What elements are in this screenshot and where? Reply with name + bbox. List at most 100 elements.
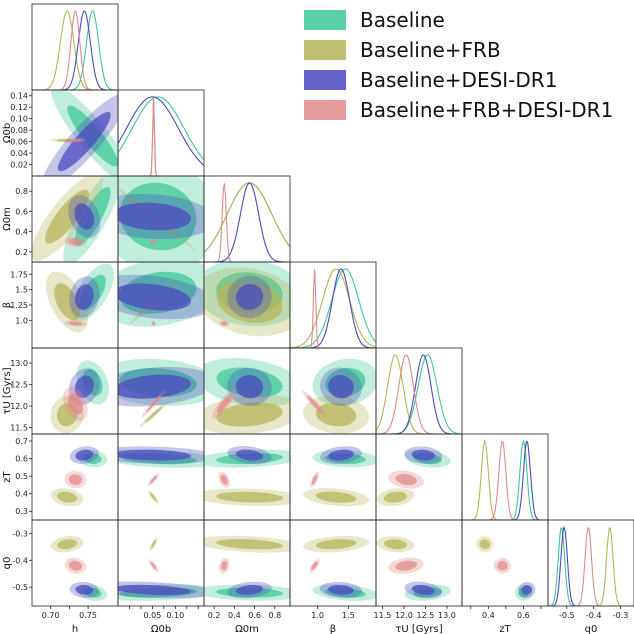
- y-tick-label: 1.25: [10, 301, 28, 310]
- contour-h-beta-3-1: [68, 321, 83, 326]
- marginal-omega_b-2: [118, 96, 204, 166]
- y-axis-label: τU [Gyrs]: [2, 367, 13, 414]
- x-tick-label: 0.4: [228, 611, 241, 620]
- x-tick-label: -0.5: [559, 611, 575, 620]
- contour-h-z_t-1-1: [57, 491, 78, 503]
- panel-omega_m-z_t: [204, 446, 290, 506]
- panel-h-omega_b: [41, 90, 118, 176]
- legend-swatch: [304, 70, 346, 90]
- marginal-omega_b-0: [118, 96, 204, 161]
- legend-label: Baseline: [360, 8, 445, 32]
- panel-beta-tau_u: [302, 358, 376, 434]
- contour-omega_m-tau_u-2-1: [235, 375, 264, 399]
- marginal-q0-0: [548, 527, 634, 606]
- contour-omega_b-beta-2-1: [118, 283, 191, 311]
- x-tick-label: 0.6: [517, 611, 530, 620]
- marginal-beta-0: [290, 268, 376, 348]
- legend-label: Baseline+FRB+DESI-DR1: [360, 98, 613, 122]
- y-tick-label: 0.02: [10, 161, 28, 170]
- x-tick-label: 0.2: [208, 611, 221, 620]
- contour-beta-z_t-2-1: [328, 449, 354, 461]
- x-tick-label: 1.5: [342, 611, 355, 620]
- x-axis-label: Ω0m: [235, 624, 259, 634]
- marginal-q0-2: [548, 526, 634, 606]
- marginal-h-0: [32, 10, 118, 90]
- y-axis-label: Ω0m: [2, 207, 13, 231]
- x-tick-label: -0.4: [586, 611, 602, 620]
- panel-omega_m-omega_m: [204, 182, 290, 262]
- contour-tau_u-q0-1-1: [383, 539, 407, 550]
- contour-h-q0-2-1: [75, 585, 94, 595]
- panel-beta-q0: [303, 535, 376, 601]
- marginal-q0-1: [548, 527, 634, 606]
- contour-h-beta-1-1: [54, 283, 80, 321]
- contour-beta-q0-2-1: [328, 585, 354, 595]
- y-tick-label: 13.0: [10, 359, 28, 368]
- panel-omega_m-q0: [204, 535, 290, 601]
- contour-z_t-q0-2-1: [521, 585, 533, 595]
- panel-z_t-z_t: [462, 439, 548, 520]
- contour-h-omega_m-3-1: [68, 238, 83, 245]
- contour-omega_b-beta-3-1: [152, 321, 155, 326]
- y-tick-label: 0.8: [15, 187, 28, 196]
- y-axis-label: β: [2, 302, 13, 308]
- legend-label: Baseline+DESI-DR1: [360, 68, 557, 92]
- panel-q0-q0: [548, 526, 634, 606]
- y-tick-label: 12.5: [10, 381, 28, 390]
- panel-omega_b-omega_b: [118, 96, 204, 176]
- x-axis-label: h: [72, 624, 78, 634]
- y-tick-label: 0.6: [15, 455, 28, 464]
- marginal-tau_u-1: [376, 354, 462, 434]
- x-tick-label: 0.6: [248, 611, 261, 620]
- contour-tau_u-q0-2-1: [411, 584, 435, 595]
- y-axis-label: zT: [2, 470, 13, 482]
- marginal-omega_b-1: [118, 97, 204, 176]
- y-axis-label: Ω0b: [2, 123, 13, 143]
- y-tick-label: 0.4: [15, 228, 28, 237]
- contour-h-q0-3-1: [68, 560, 83, 571]
- contour-h-omega_b-3-1: [68, 139, 83, 142]
- panel-omega_b-z_t: [118, 446, 204, 505]
- y-tick-label: 0.5: [15, 472, 28, 481]
- marginal-tau_u-2: [376, 354, 462, 434]
- panel-frame: [289, 433, 377, 521]
- y-tick-label: -0.4: [12, 556, 28, 565]
- contour-h-z_t-2-1: [75, 449, 94, 461]
- y-tick-label: 1.5: [15, 286, 28, 295]
- marginal-omega_b-3: [118, 97, 204, 176]
- contour-h-tau_u-2-1: [74, 375, 94, 398]
- contour-beta-tau_u-3-1: [306, 395, 323, 413]
- contour-z_t-q0-3-1: [497, 560, 508, 571]
- marginal-h-1: [32, 10, 118, 90]
- contour-h-beta-2-1: [75, 284, 94, 310]
- x-tick-label: 1.0: [311, 611, 324, 620]
- panel-z_t-q0: [476, 536, 536, 601]
- panel-h-q0: [50, 536, 108, 601]
- contour-omega_b-tau_u-3-1: [146, 395, 161, 413]
- contour-beta-q0-1-1: [315, 539, 357, 550]
- marginal-tau_u-3: [376, 354, 462, 434]
- y-tick-label: 0.04: [10, 149, 28, 158]
- x-tick-label: 0.10: [166, 611, 184, 620]
- marginal-tau_u-0: [376, 354, 462, 434]
- x-tick-label: 0.8: [268, 611, 281, 620]
- y-tick-label: 0.7: [15, 437, 28, 446]
- contour-omega_m-z_t-3-1: [220, 474, 228, 485]
- contour-beta-z_t-1-1: [315, 491, 357, 503]
- panel-frame: [117, 89, 205, 177]
- y-tick-label: 0.2: [15, 248, 28, 257]
- contour-h-tau_u-3-1: [67, 393, 83, 415]
- x-tick-label: 12.5: [417, 611, 435, 620]
- x-axis-label: zT: [499, 624, 511, 634]
- x-tick-label: 0.05: [143, 611, 161, 620]
- y-tick-label: -0.5: [12, 583, 28, 592]
- contour-omega_b-z_t-3-1: [149, 475, 158, 484]
- contour-omega_m-z_t-2-1: [235, 449, 264, 461]
- marginal-beta-2: [290, 268, 376, 348]
- contour-h-q0-1-1: [57, 539, 78, 550]
- panel-frame: [375, 347, 463, 435]
- contour-tau_u-z_t-1-1: [383, 491, 407, 503]
- contour-tau_u-q0-3-1: [395, 560, 418, 571]
- panel-h-z_t: [50, 446, 108, 507]
